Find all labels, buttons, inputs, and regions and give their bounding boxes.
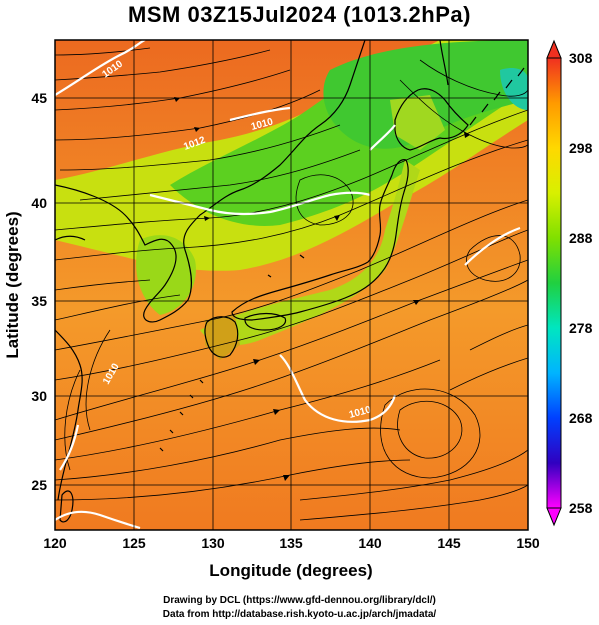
y-tick-label: 45 [31, 90, 47, 106]
colorbar-label: 288 [569, 230, 593, 246]
x-tick-label: 150 [516, 535, 540, 551]
y-axis-label: Latitude (degrees) [3, 211, 22, 358]
colorbar-label: 278 [569, 320, 593, 336]
colorbar-max-arrow [546, 39, 562, 59]
x-axis: 120 125 130 135 140 145 150 Longitude (d… [43, 535, 540, 580]
isobars [55, 40, 521, 530]
credit-drawing: Drawing by DCL (https://www.gfd-dennou.o… [163, 595, 436, 606]
colorbar-label: 298 [569, 140, 593, 156]
x-axis-label: Longitude (degrees) [209, 561, 372, 580]
graticule [55, 40, 528, 530]
credit-data-source: Data from http://database.rish.kyoto-u.a… [162, 609, 437, 620]
temperature-field [55, 40, 528, 530]
colorbar: 308 298 288 278 268 258 [546, 39, 593, 527]
x-tick-label: 145 [437, 535, 461, 551]
colorbar-min-arrow [546, 507, 562, 527]
y-axis: 25 30 35 40 45 Latitude (degrees) [3, 90, 47, 493]
x-tick-label: 130 [201, 535, 225, 551]
y-tick-label: 25 [31, 477, 47, 493]
coastlines [55, 40, 525, 523]
x-tick-label: 135 [279, 535, 303, 551]
y-tick-label: 35 [31, 293, 47, 309]
colorbar-label: 308 [569, 50, 593, 66]
colorbar-label: 268 [569, 410, 593, 426]
colorbar-scale [546, 57, 562, 509]
y-tick-label: 40 [31, 195, 47, 211]
credits: Drawing by DCL (https://www.gfd-dennou.o… [0, 594, 599, 622]
y-tick-label: 30 [31, 388, 47, 404]
x-tick-label: 140 [358, 535, 382, 551]
map-title: MSM 03Z15Jul2024 (1013.2hPa) [128, 2, 471, 27]
x-tick-label: 120 [43, 535, 67, 551]
colorbar-label: 258 [569, 500, 593, 516]
x-tick-label: 125 [122, 535, 146, 551]
plot-frame [54, 39, 529, 531]
